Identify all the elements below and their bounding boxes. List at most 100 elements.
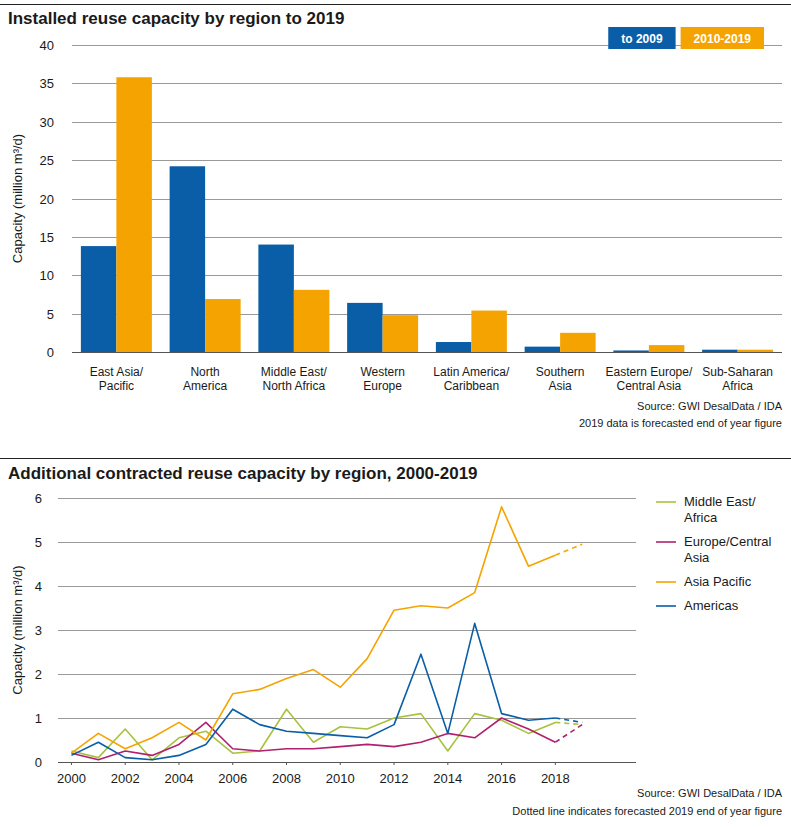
x-tick-label: 2000 [57,771,86,786]
series-line [555,725,582,743]
x-tick [178,762,179,765]
annotation: Source: GWI DesalData / IDA [637,787,783,799]
text-line: Asia [684,550,710,565]
bars [81,77,773,352]
legend-swatch [681,27,764,49]
lines [71,507,582,760]
bar [258,245,294,352]
annotation: Dotted line indicates forecasted 2019 en… [512,805,782,817]
text-line: Southern [536,365,585,379]
text-line: Europe [363,379,402,393]
text-line: Asia [548,379,572,393]
y-tick-label: 0 [47,345,54,360]
x-tick-label: Eastern Europe/Central Asia [606,365,693,393]
y-tick-label: 40 [40,38,54,53]
y-tick-label: 3 [35,623,42,638]
series-line [71,709,555,760]
chart-title: Additional contracted reuse capacity by … [8,464,478,483]
x-tick-label: 2008 [272,771,301,786]
y-tick-label: 6 [35,491,42,506]
x-tick-label: 2004 [165,771,194,786]
text-line: Africa [722,379,753,393]
y-tick-label: 5 [35,535,42,550]
grid-line [58,630,636,631]
annotation: 2019 data is forecasted end of year figu… [579,417,782,429]
x-tick [232,762,233,765]
text-line: America [183,379,227,393]
x-tick-label: East Asia/Pacific [90,365,144,393]
text-line: North [190,365,219,379]
bar [347,303,383,352]
y-tick-label: 20 [40,192,54,207]
text-line: Middle East/ [261,365,328,379]
legend-swatch [608,27,675,49]
legend-label: Asia Pacific [684,574,752,589]
section-rule [0,458,791,459]
legend-label: 2010-2019 [694,32,752,46]
bar [170,166,206,352]
text-line: North Africa [263,379,326,393]
y-tick-label: 25 [40,153,54,168]
x-tick [71,762,72,765]
x-tick-label: Latin America/Caribbean [433,365,510,393]
bar [738,350,774,352]
grid-line [58,498,636,499]
x-axis-line [72,352,782,353]
series-line [555,544,582,555]
x-tick-label: 2002 [111,771,140,786]
legend-label: Middle East/Africa [684,494,756,525]
text-line: Caribbean [444,379,499,393]
bar [649,345,685,352]
y-tick-label: 4 [35,579,42,594]
y-axis-label: Capacity (million m³/d) [10,565,25,694]
y-tick-label: 15 [40,230,54,245]
grid-line [72,83,782,84]
legend-swatch [656,541,676,543]
text-line: Central Asia [617,379,682,393]
x-tick-label: 2006 [218,771,247,786]
bar [436,342,472,352]
x-tick-label: WesternEurope [360,365,404,393]
grid-line [58,542,636,543]
x-tick-label: 2014 [433,771,462,786]
x-tick-label: 2016 [487,771,516,786]
grid-line [72,122,782,123]
series-line [71,623,555,759]
x-tick [125,762,126,765]
x-tick-label: SouthernAsia [536,365,585,393]
grid-line [58,674,636,675]
text-line: Western [360,365,404,379]
y-tick-label: 35 [40,76,54,91]
bar [205,299,241,352]
text-line: Latin America/ [433,365,510,379]
legend-label: to 2009 [621,32,663,46]
text-line: Sub-Saharan [702,365,773,379]
x-tick-label: 2010 [326,771,355,786]
x-tick [394,762,395,765]
annotation: Source: GWI DesalData / IDA [637,400,783,412]
text-line: Middle East/ [684,494,756,509]
grid-line [58,762,636,763]
y-tick-label: 5 [47,307,54,322]
x-tick-label: Middle East/North Africa [261,365,328,393]
bar [560,333,596,352]
bar [116,77,152,352]
x-tick-label: NorthAmerica [183,365,227,393]
y-tick-label: 0 [35,755,42,770]
text-line: Africa [684,510,718,525]
page: Installed reuse capacity by region to 20… [0,0,791,827]
x-tick [340,762,341,765]
series-line [555,722,582,724]
y-tick-label: 30 [40,115,54,130]
y-tick-label: 10 [40,268,54,283]
bar [613,350,649,352]
text-line: East Asia/ [90,365,144,379]
text-line: Pacific [99,379,134,393]
x-tick [501,762,502,765]
series-line [555,718,582,722]
x-tick [555,762,556,765]
x-tick-label: Sub-SaharanAfrica [702,365,773,393]
line-chart: Additional contracted reuse capacity by … [8,464,783,817]
legend-swatch [656,605,676,607]
x-tick [286,762,287,765]
